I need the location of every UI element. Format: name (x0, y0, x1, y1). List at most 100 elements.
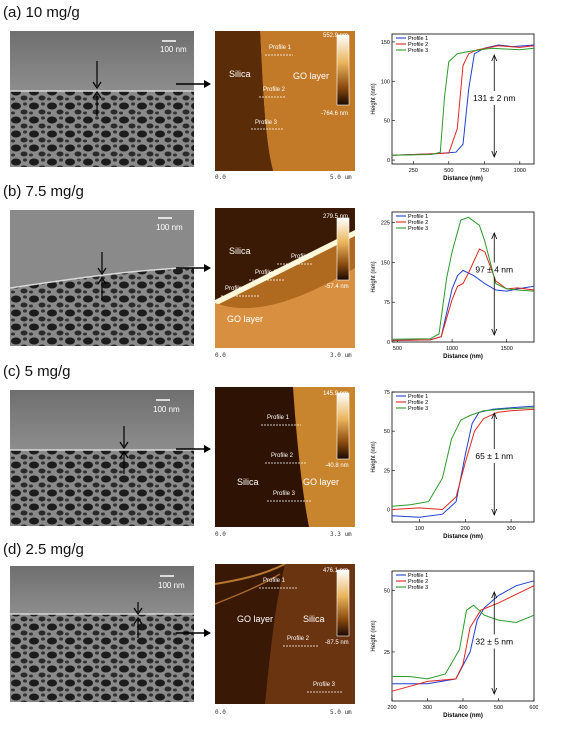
y-tick-label: 0 (387, 158, 390, 164)
x-tick-label: 1000 (514, 168, 526, 174)
afm-axis-right: 3.3 um (330, 531, 352, 538)
afm-min-label: -87.5 nm (325, 640, 349, 646)
afm-profile-label: Profile 2 (271, 453, 294, 459)
annotation-arrow (491, 687, 498, 696)
afm-profile-label: Profile 3 (313, 682, 336, 688)
afm-min-label: -57.4 nm (325, 284, 349, 290)
thickness-annotation: 65 ± 1 nm (475, 451, 513, 461)
legend-label: Profile 3 (408, 48, 428, 54)
y-tick-label: 50 (384, 589, 390, 595)
afm-max-label: 552.9 nm (323, 33, 348, 39)
legend-label: Profile 1 (408, 573, 428, 579)
y-tick-label: 75 (384, 300, 390, 306)
arrow-right-icon (176, 80, 211, 88)
annotation-arrow (491, 508, 498, 517)
thickness-annotation: 32 ± 5 nm (475, 637, 513, 647)
y-axis-label: Height (nm) (371, 261, 377, 292)
y-tick-label: 0 (387, 340, 390, 346)
x-tick-label: 500 (444, 168, 453, 174)
plot-frame (391, 391, 535, 523)
afm-region-label: GO layer (237, 614, 273, 624)
x-tick-label: 250 (409, 168, 418, 174)
x-tick-label: 750 (480, 168, 489, 174)
legend-label: Profile 2 (408, 579, 428, 585)
legend-label: Profile 1 (408, 214, 428, 220)
legend-label: Profile 2 (408, 220, 428, 226)
y-tick-label: 50 (384, 429, 390, 435)
series-line-profile-1 (392, 580, 535, 685)
afm-profile-label: Profile 3 (255, 120, 278, 126)
series-line-profile-3 (391, 47, 535, 156)
series-line-profile-1 (391, 405, 535, 518)
y-tick-label: 0 (387, 507, 390, 513)
x-tick-label: 500 (494, 705, 503, 711)
afm-profile-label: Profile 1 (291, 254, 314, 260)
afm-axis-left: 0.0 (215, 531, 226, 538)
afm-region-label: GO layer (303, 477, 339, 487)
series-line-profile-2 (391, 45, 535, 156)
panel-label-b: (b) 7.5 mg/g (3, 183, 84, 200)
y-tick-label: 25 (384, 650, 390, 656)
x-tick-label: 1500 (501, 346, 513, 352)
y-tick-label: 150 (381, 40, 390, 46)
afm-image-d: 476.1 nm -87.5 nm GO layer Silica Profil… (215, 564, 355, 704)
afm-max-label: 145.9 nm (323, 391, 348, 397)
panel-label-c: (c) 5 mg/g (3, 363, 71, 380)
series-line-profile-2 (391, 248, 535, 341)
sem-image-a: 100 nm (10, 31, 194, 167)
x-axis-label: Distance (nm) (443, 713, 483, 719)
afm-region-label: Silica (229, 246, 251, 256)
arrow-right-icon (176, 264, 211, 272)
x-tick-label: 200 (387, 705, 396, 711)
afm-profile-label: Profile 2 (263, 87, 286, 93)
thickness-annotation: 131 ± 2 nm (473, 93, 515, 103)
x-tick-label: 200 (461, 526, 470, 532)
legend-label: Profile 1 (408, 394, 428, 400)
x-axis-label: Distance (nm) (443, 176, 483, 182)
sem-image-d: 100 nm (10, 566, 194, 702)
afm-axis-right: 5.0 um (330, 174, 352, 181)
legend-label: Profile 3 (408, 226, 428, 232)
afm-region-label: Silica (303, 614, 325, 624)
afm-profile-label: Profile 1 (267, 415, 290, 421)
legend-label: Profile 2 (408, 400, 428, 406)
x-tick-label: 400 (458, 705, 467, 711)
y-axis-label: Height (nm) (371, 441, 377, 472)
annotation-arrow (491, 590, 498, 599)
afm-region-label: Silica (237, 477, 259, 487)
afm-profile-label: Profile 3 (225, 286, 248, 292)
height-profile-chart-d: 200 300 400 500 600 25 50 Distance (nm) Height (… (368, 565, 538, 725)
afm-profile-label: Profile 3 (273, 491, 296, 497)
x-axis-label: Distance (nm) (443, 534, 483, 540)
series-line-profile-2 (391, 585, 535, 692)
afm-max-label: 476.1 nm (323, 568, 348, 574)
y-tick-label: 50 (384, 119, 390, 125)
sem-scalebar-label: 100 nm (158, 581, 185, 590)
y-axis-label: Height (nm) (371, 83, 377, 114)
afm-axis-left: 0.0 (215, 352, 226, 359)
height-profile-chart-c: 100 200 300 0 25 50 75 Distance (nm) Height (nm)… (368, 386, 538, 546)
sem-image-b: 100 nm (10, 210, 194, 346)
afm-profile-label: Profile 2 (255, 270, 278, 276)
y-tick-label: 75 (384, 390, 390, 396)
legend-label: Profile 3 (408, 406, 428, 412)
afm-min-label: -40.8 nm (325, 463, 349, 469)
annotation-arrow (491, 328, 498, 337)
y-tick-label: 100 (381, 79, 390, 85)
x-tick-label: 500 (393, 346, 402, 352)
sem-scalebar-label: 100 nm (156, 223, 183, 232)
annotation-arrow (491, 53, 498, 62)
legend-label: Profile 1 (408, 36, 428, 42)
series-line-profile-3 (391, 216, 535, 340)
y-tick-label: 25 (384, 468, 390, 474)
afm-profile-label: Profile 1 (269, 45, 292, 51)
x-tick-label: 300 (507, 526, 516, 532)
afm-region-label: GO layer (227, 314, 263, 324)
afm-axis-right: 5.0 um (330, 709, 352, 716)
y-axis-label: Height (nm) (371, 620, 377, 651)
height-profile-chart-a: 250 500 750 1000 0 50 100 150 Distance (nm) Heigh… (368, 28, 538, 188)
annotation-arrow (491, 411, 498, 420)
series-line-profile-3 (391, 407, 535, 507)
afm-axis-right: 3.0 um (330, 352, 352, 359)
afm-image-c: 145.9 nm -40.8 nm Silica GO layer Profil… (215, 387, 355, 527)
